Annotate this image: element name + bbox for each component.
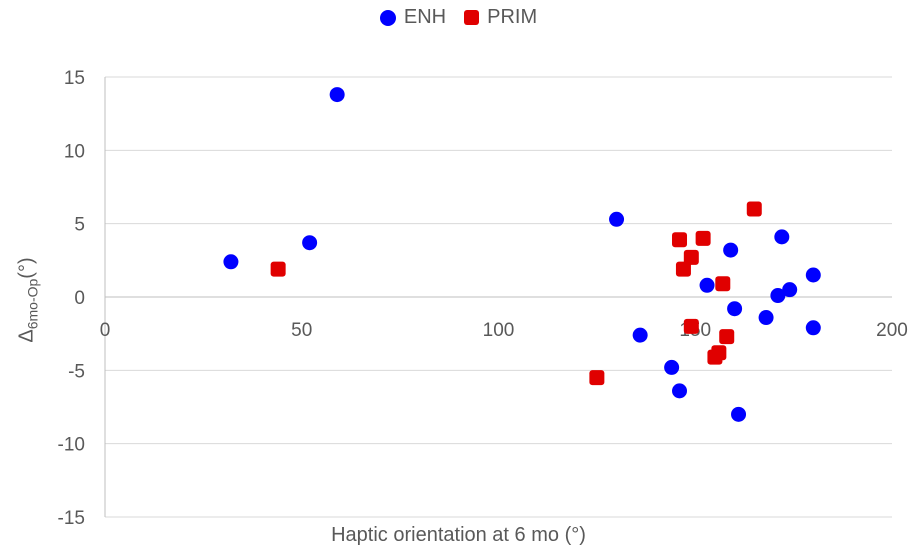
y-axis-label: Δ6mo-Op(°) (16, 257, 41, 342)
data-point-prim (675, 261, 691, 277)
data-point-enh (699, 277, 715, 293)
y-tick-label: -10 (58, 435, 85, 456)
data-point-enh (223, 254, 239, 270)
legend-item-enh: ENH (379, 6, 447, 29)
y-tick-label: -5 (68, 361, 85, 382)
data-point-prim (711, 345, 727, 361)
data-point-prim (715, 276, 731, 292)
data-point-enh (731, 406, 747, 422)
legend-label-prim: PRIM (487, 6, 538, 28)
y-axis-label-sub: 6mo-Op (24, 278, 41, 330)
data-point-enh (770, 288, 786, 304)
data-point-enh (782, 282, 798, 298)
data-point-prim (672, 232, 688, 248)
data-point-prim (270, 261, 286, 277)
data-point-enh (609, 211, 625, 227)
data-point-enh (805, 267, 821, 283)
y-axis-label-unit: (°) (15, 257, 38, 279)
legend-marker-enh (379, 9, 396, 26)
x-tick-label: 50 (291, 320, 312, 341)
legend-label-enh: ENH (403, 6, 447, 28)
data-point-prim (589, 370, 605, 386)
legend-marker-prim (464, 10, 480, 25)
data-point-enh (727, 301, 743, 317)
x-tick-label: 200 (876, 320, 908, 341)
y-tick-label: 15 (64, 68, 85, 89)
data-point-enh (805, 320, 821, 336)
data-point-enh (774, 229, 790, 245)
data-point-enh (723, 242, 739, 258)
data-point-enh (664, 359, 680, 375)
data-point-enh (758, 310, 774, 326)
data-point-enh (672, 383, 688, 399)
y-tick-label: 10 (64, 141, 85, 162)
y-tick-label: -15 (58, 508, 85, 529)
legend: ENH PRIM (0, 6, 917, 29)
x-tick-label: 100 (483, 320, 515, 341)
x-axis-label: Haptic orientation at 6 mo (°) (331, 524, 586, 546)
y-tick-label: 0 (74, 288, 85, 309)
data-point-enh (302, 235, 318, 251)
data-point-enh (329, 87, 345, 103)
y-tick-label: 5 (74, 215, 85, 236)
data-point-prim (683, 249, 699, 265)
y-axis-label-main: Δ (15, 329, 38, 343)
data-point-prim (746, 201, 762, 217)
data-point-prim (695, 230, 711, 246)
data-point-prim (719, 329, 735, 345)
data-point-enh (632, 327, 648, 343)
data-point-prim (683, 318, 699, 334)
x-tick-label: 0 (100, 320, 111, 341)
legend-item-prim: PRIM (464, 6, 537, 29)
